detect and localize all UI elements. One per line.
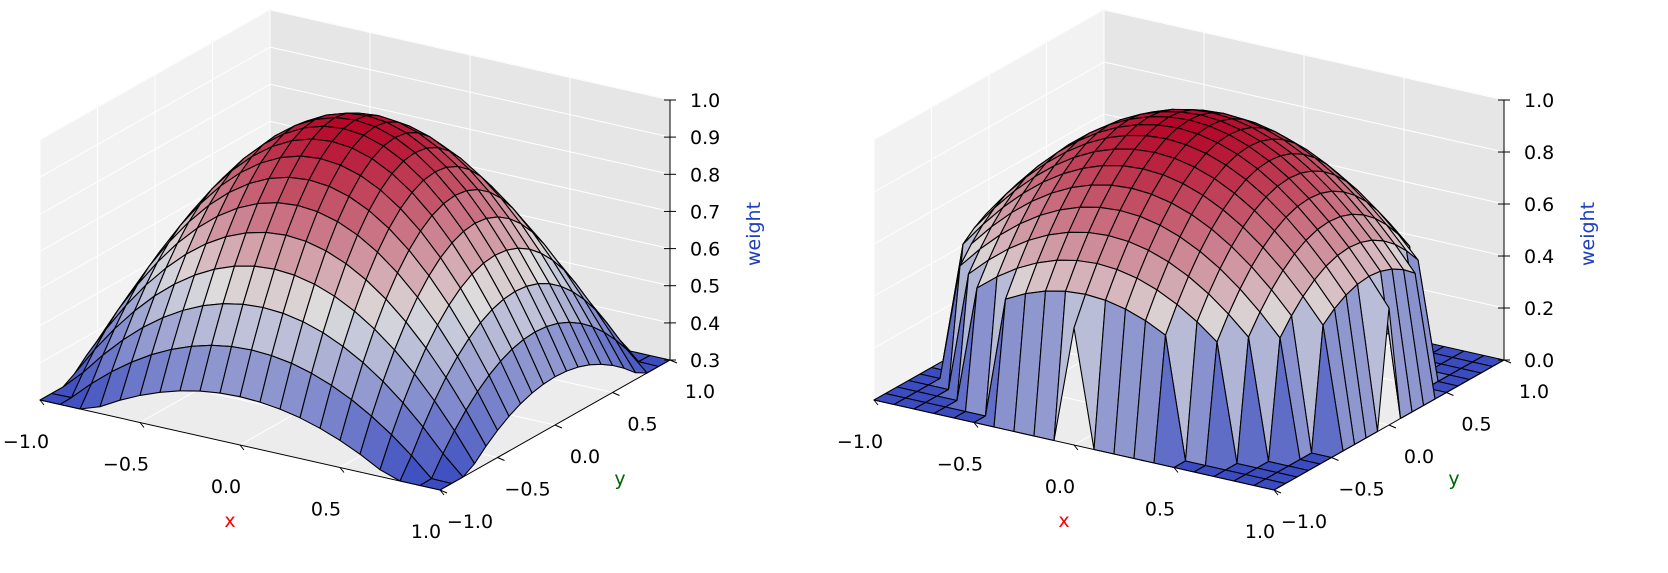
x-tick-label: 0.0 [1045,476,1075,498]
z-tick-label: 0.4 [1524,246,1554,268]
x-tick [973,422,979,428]
z-axis-label: weight [1577,202,1599,266]
z-tick-label: 0.5 [690,276,720,298]
axis-lines [873,99,1512,496]
z-tick-label: 0.2 [1524,298,1554,320]
y-tick-label: 0.5 [1461,414,1491,436]
tick-labels: −1.0 −0.5 0.0 0.5 1.0 −1.0 −0.5 0.0 0.5 1.0 0.3 0.4… [3,90,720,543]
x-tick [339,467,345,473]
y-tick [497,457,505,461]
y-tick [1446,392,1454,396]
y-tick-label: 0.0 [570,446,600,468]
grid-z [873,9,1105,141]
x-tick-label: −1.0 [3,431,49,453]
y-axis-label: y [1448,468,1459,490]
y-tick-label: 0.0 [1404,446,1434,468]
x-tick [873,399,879,406]
x-tick-label: 1.0 [411,521,441,543]
z-tick-label: 0.6 [690,239,720,261]
z-tick-label: 0.7 [690,201,720,223]
surface-plot-right: −1.0 −0.5 0.0 0.5 1.0 −1.0 −0.5 0.0 0.5 1.0 0.0 0.2… [837,9,1599,543]
z-tick-label: 0.9 [690,127,720,149]
y-tick-label: −0.5 [504,479,550,501]
x-tick [139,422,145,428]
x-tick [39,399,45,406]
x-tick-label: 0.5 [1145,499,1175,521]
grid-z [39,120,271,252]
surface [39,112,671,491]
grid-z [39,83,271,215]
grid-z [873,61,1105,193]
x-axis-label: x [1058,510,1069,532]
axes-group: −1.0 −0.5 0.0 0.5 1.0 −1.0 −0.5 0.0 0.5 1.0 0.3 0.4… [3,9,765,543]
x-tick-label: 1.0 [1245,521,1275,543]
z-tick-label: 0.3 [690,350,720,372]
y-tick [554,424,563,429]
x-axis-label: x [224,510,235,532]
x-tick-label: −1.0 [837,431,883,453]
x-tick [1273,489,1279,496]
tick-labels: −1.0 −0.5 0.0 0.5 1.0 −1.0 −0.5 0.0 0.5 1.0 0.0 0.2… [837,90,1554,543]
x-tick-label: 0.0 [211,476,241,498]
x-tick-label: 0.5 [311,499,341,521]
y-tick [612,392,620,396]
x-tick-label: −0.5 [937,454,983,476]
z-tick-label: 0.0 [1524,350,1554,372]
axis-lines [39,99,678,496]
z-tick-label: 1.0 [690,90,720,112]
y-tick-label: 1.0 [1519,381,1549,403]
y-tick-label: 0.5 [627,414,657,436]
grid-z [39,9,271,141]
y-tick-label: −1.0 [1281,511,1327,533]
grid-z [269,9,671,101]
y-tick [439,489,448,494]
grid-z [1103,9,1505,101]
y-tick [1331,457,1339,461]
grid-z [873,113,1105,245]
grid-z [39,46,271,178]
grid-z [1103,61,1505,153]
y-tick [1273,489,1282,494]
grid-z [269,83,671,175]
y-tick-label: −1.0 [447,511,493,533]
axes-group: −1.0 −0.5 0.0 0.5 1.0 −1.0 −0.5 0.0 0.5 1.0 0.0 0.2… [837,9,1599,543]
z-tick-label: 0.8 [1524,142,1554,164]
y-tick [1388,424,1397,429]
x-tick [1173,467,1179,473]
x-tick [1073,444,1079,451]
y-tick-label: 1.0 [685,381,715,403]
y-tick-label: −0.5 [1338,479,1384,501]
x-tick [439,489,445,496]
z-tick-label: 0.6 [1524,194,1554,216]
y-axis-label: y [614,468,625,490]
z-axis-label: weight [743,202,765,266]
x-tick-label: −0.5 [103,454,149,476]
surface [873,108,1505,491]
surface-plot-left: −1.0 −0.5 0.0 0.5 1.0 −1.0 −0.5 0.0 0.5 1.0 0.3 0.4… [3,9,765,543]
z-tick-label: 1.0 [1524,90,1554,112]
z-tick-label: 0.4 [690,313,720,335]
z-tick-label: 0.8 [690,164,720,186]
x-tick [239,444,245,451]
grid-z [269,46,671,138]
